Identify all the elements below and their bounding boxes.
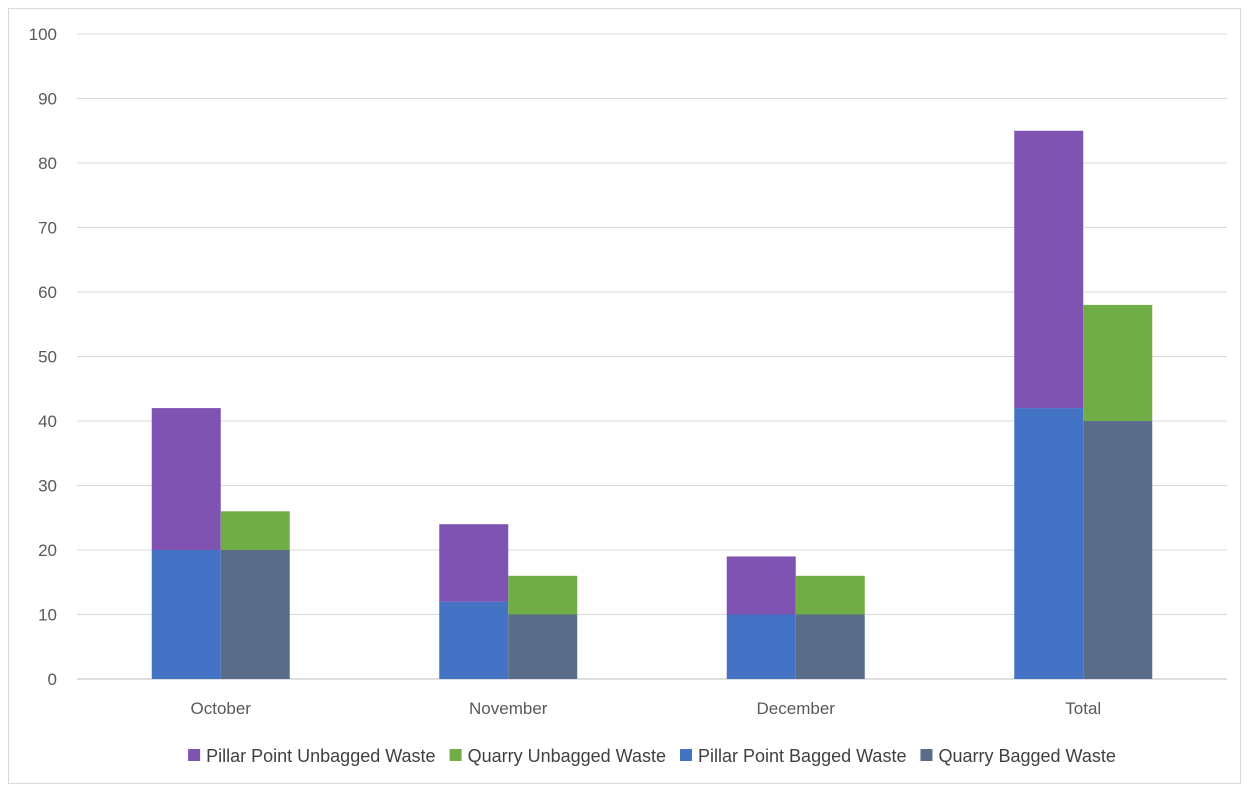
y-tick-label: 90 [38,90,57,109]
y-tick-label: 60 [38,283,57,302]
x-tick-label: December [757,699,836,718]
bars [151,130,1153,679]
legend-swatch [920,749,933,761]
bar-segment [1083,421,1153,679]
legend-swatch [449,749,462,761]
bar-segment [1014,130,1084,409]
bar-segment [1014,408,1084,679]
legend-label: Pillar Point Bagged Waste [698,746,906,766]
legend-label: Quarry Unbagged Waste [468,746,666,766]
legend-swatch [680,749,693,761]
y-tick-label: 20 [38,541,57,560]
bar-segment [508,614,578,679]
bar-segment [220,511,290,550]
y-tick-label: 50 [38,348,57,367]
bar-segment [151,550,221,679]
y-axis-ticks: 0 10 20 30 40 50 60 70 80 90 100 [29,25,57,689]
y-tick-label: 0 [48,670,57,689]
bar-segment [508,575,578,615]
y-tick-label: 40 [38,412,57,431]
legend-label: Quarry Bagged Waste [938,746,1115,766]
bar-segment [439,601,509,679]
y-tick-label: 100 [29,25,57,44]
legend: Pillar Point Unbagged Waste Quarry Unbagg… [188,746,1116,766]
x-tick-label: October [191,699,252,718]
bar-segment [795,575,865,615]
x-tick-label: Total [1065,699,1101,718]
y-tick-label: 30 [38,477,57,496]
y-tick-label: 10 [38,606,57,625]
y-tick-label: 80 [38,154,57,173]
x-axis-ticks: October November December Total [191,699,1102,718]
bar-segment [726,614,796,679]
bar-segment [726,556,796,615]
legend-swatch [188,749,201,761]
legend-label: Pillar Point Unbagged Waste [206,746,435,766]
bar-segment [1083,304,1153,421]
bar-segment [439,524,509,602]
x-tick-label: November [469,699,548,718]
bar-segment [151,408,221,550]
bar-segment [220,550,290,679]
bar-segment [795,614,865,679]
y-tick-label: 70 [38,219,57,238]
